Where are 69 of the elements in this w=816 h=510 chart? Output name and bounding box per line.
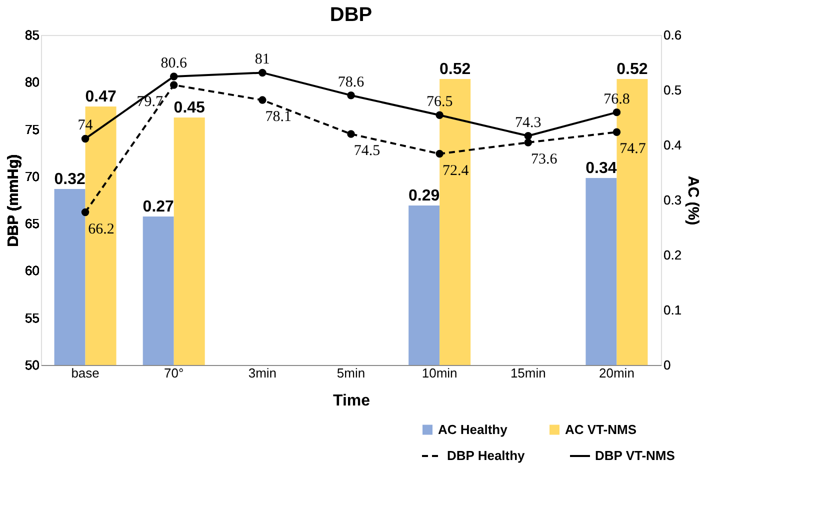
data-label: 0.29 bbox=[408, 188, 440, 204]
y-tick-label: 85 bbox=[25, 28, 40, 42]
y-axis-title: DBP (mmHg) bbox=[5, 154, 22, 247]
data-label: 73.6 bbox=[531, 151, 558, 168]
data-label: 74 bbox=[78, 118, 94, 134]
y2-tick-label: 0 bbox=[664, 358, 671, 372]
x-tick-label: 70° bbox=[164, 366, 184, 380]
point bbox=[436, 150, 444, 158]
legend-label: AC VT-NMS bbox=[565, 422, 637, 437]
point bbox=[170, 72, 178, 80]
data-label: 74.5 bbox=[354, 143, 380, 159]
y2-tick-label: 0.3 bbox=[664, 192, 682, 208]
legend-label: DBP VT-NMS bbox=[595, 448, 676, 463]
x-tick-label: 15min bbox=[510, 366, 546, 380]
data-label: 80.6 bbox=[160, 55, 188, 72]
y-tick-label: 65 bbox=[25, 216, 40, 232]
y-tick-label: 50 bbox=[25, 358, 40, 372]
legend-label: AC Healthy bbox=[438, 422, 508, 437]
data-label: 78.6 bbox=[338, 74, 365, 90]
point bbox=[81, 208, 90, 216]
data-label: 81 bbox=[254, 52, 270, 68]
bar bbox=[54, 189, 86, 365]
data-label: 0.47 bbox=[85, 88, 116, 106]
point bbox=[347, 130, 355, 138]
bar bbox=[586, 178, 617, 365]
point bbox=[524, 132, 532, 140]
point bbox=[436, 111, 444, 120]
bar bbox=[174, 118, 205, 365]
y-tick-label: 60 bbox=[25, 263, 40, 278]
y-tick-label: 80 bbox=[25, 74, 40, 90]
data-label: 0.52 bbox=[440, 61, 471, 78]
x-tick-label: 10min bbox=[422, 366, 458, 380]
point bbox=[524, 138, 532, 146]
y-tick-label: 70 bbox=[25, 168, 40, 184]
point bbox=[258, 96, 266, 104]
data-label: 0.27 bbox=[142, 198, 174, 216]
x-tick-label: 20min bbox=[599, 366, 634, 380]
bar bbox=[142, 216, 174, 365]
y2-tick-label: 0.4 bbox=[664, 138, 682, 152]
bar bbox=[408, 206, 440, 365]
legend-label: DBP Healthy bbox=[447, 448, 526, 463]
x-tick-label: 3min bbox=[248, 366, 277, 380]
y2-axis-title: AC (%) bbox=[684, 176, 702, 226]
point bbox=[612, 108, 621, 116]
data-label: 0.52 bbox=[616, 61, 648, 78]
data-label: 76.8 bbox=[604, 91, 630, 108]
data-label: 72.4 bbox=[442, 162, 470, 179]
x-axis-title: Time bbox=[332, 392, 370, 410]
point bbox=[612, 128, 621, 136]
data-label: 0.34 bbox=[586, 160, 617, 177]
point bbox=[258, 68, 266, 77]
y-tick-label: 75 bbox=[25, 122, 40, 137]
x-tick-label: 5min bbox=[336, 366, 366, 380]
y2-tick-label: 0.5 bbox=[664, 82, 682, 98]
point bbox=[81, 134, 90, 143]
point bbox=[170, 81, 178, 89]
x-tick-label: base bbox=[71, 366, 100, 380]
y2-tick-label: 0.1 bbox=[664, 302, 682, 318]
y-tick-label: 55 bbox=[25, 310, 40, 326]
data-label: 74.7 bbox=[620, 141, 646, 158]
chart-title: DBP bbox=[330, 4, 372, 26]
data-label: 0.32 bbox=[54, 171, 86, 188]
data-label: 74.3 bbox=[515, 114, 542, 131]
y2-tick-label: 0.6 bbox=[664, 28, 682, 42]
y2-tick-label: 0.2 bbox=[664, 248, 682, 262]
data-label: 78.1 bbox=[265, 109, 292, 126]
point bbox=[347, 91, 355, 100]
data-label: 66.2 bbox=[88, 221, 114, 238]
data-label: 0.45 bbox=[174, 100, 206, 116]
